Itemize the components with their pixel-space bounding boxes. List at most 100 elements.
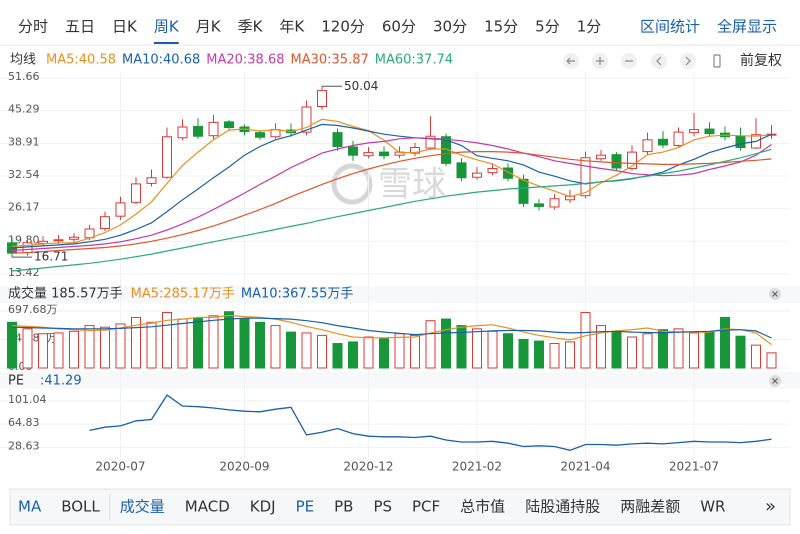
y-tick-label: 697.68万 [8, 303, 58, 316]
candle-body [131, 183, 141, 203]
close-glyph [772, 378, 778, 384]
right-glyph [685, 56, 691, 66]
volume-bar [766, 352, 777, 369]
volume-bar [456, 325, 467, 369]
indicator-tab[interactable]: 总市值 [460, 498, 505, 516]
legend-item: MA10:367.55万手 [241, 287, 354, 302]
volume-bar [224, 311, 234, 369]
volume-bar [580, 312, 591, 369]
legend-item: MA10:40.68 [122, 53, 200, 68]
volume-bar [735, 335, 746, 369]
volume-bar [115, 323, 126, 369]
pe-current: :41.29 [40, 374, 82, 389]
y-tick-label: 26.17 [8, 201, 40, 214]
volume-bar [611, 331, 622, 369]
candle-body [177, 126, 188, 139]
indicator-tab[interactable]: PCF [412, 498, 440, 516]
indicator-tab[interactable]: MACD [185, 498, 230, 516]
indicator-tab[interactable]: WR [700, 498, 725, 516]
x-tick-label: 2021-07 [669, 460, 719, 474]
legend-item: MA20:38.68 [206, 53, 284, 68]
indicator-tab[interactable]: PE [296, 498, 315, 516]
candle-body [193, 125, 203, 137]
period-tab[interactable]: 30分 [433, 18, 467, 36]
volume-bar [503, 333, 513, 369]
action[interactable]: 区间统计 [640, 18, 700, 36]
period-tab[interactable]: 120分 [321, 18, 365, 36]
period-tab[interactable]: 季K [238, 18, 264, 36]
y-tick-label: 32.54 [8, 168, 40, 181]
indicator-tab[interactable]: MA [18, 498, 42, 516]
indicator-tab[interactable]: BOLL [61, 498, 100, 516]
indicator-tab[interactable]: 成交量 [120, 498, 165, 516]
period-tab[interactable]: 月K [196, 18, 222, 36]
indicator-tab[interactable]: KDJ [250, 498, 276, 516]
indicator-tab[interactable]: PB [334, 498, 353, 516]
candle-body [425, 135, 436, 149]
action[interactable]: 全屏显示 [717, 18, 777, 36]
period-tab[interactable]: 15分 [484, 18, 518, 36]
candle-body [146, 177, 157, 184]
candle-icon[interactable] [713, 54, 721, 68]
left-icon[interactable] [651, 53, 667, 69]
x-tick-label: 2021-04 [560, 460, 610, 474]
zoom-in-glyph [596, 57, 604, 65]
candle-body [332, 132, 343, 147]
volume-bar [425, 320, 436, 369]
volume-bar [162, 312, 172, 369]
volume-bar [53, 332, 64, 369]
volume-bar [751, 344, 761, 369]
right-icon[interactable] [680, 53, 696, 69]
volume-bar [565, 341, 575, 369]
candle-body [596, 154, 606, 160]
period-tab[interactable]: 日K [112, 18, 138, 36]
volume-bar [100, 326, 110, 369]
indicator-tab[interactable]: 陆股通持股 [525, 498, 600, 516]
volume-bar [549, 343, 560, 369]
candle-body [224, 121, 234, 129]
volume-bar [286, 331, 296, 369]
candle-body [115, 202, 126, 217]
candle-body [379, 151, 389, 157]
volume-bar [534, 340, 544, 369]
period-tab[interactable]: 1分 [577, 18, 602, 36]
period-tab[interactable]: 分时 [18, 18, 48, 36]
indicator-tab[interactable]: 两融差额 [620, 498, 680, 516]
candle-body [69, 236, 79, 240]
period-tab[interactable]: 年K [279, 18, 305, 36]
indicator-tab[interactable]: PS [373, 498, 392, 516]
candle-body [642, 139, 653, 153]
candle-body [441, 136, 451, 164]
volume-bar [596, 325, 606, 369]
y-tick-label: 45.29 [8, 103, 40, 116]
volume-header-bg [0, 286, 800, 303]
toolbar-icons[interactable] [563, 53, 781, 387]
candle-body [270, 129, 281, 138]
candle-body [317, 90, 327, 107]
more-icon[interactable]: » [765, 496, 776, 517]
period-tab[interactable]: 60分 [382, 18, 416, 36]
left-glyph [656, 56, 662, 66]
pe-title: PE [8, 374, 24, 389]
volume-bar [348, 341, 358, 369]
watermark-logo [331, 163, 373, 205]
y-tick-label: 28.63 [8, 439, 40, 452]
period-tab[interactable]: 周K [154, 18, 180, 36]
volume-bar [704, 331, 715, 369]
volume-bar [487, 330, 498, 369]
period-tab[interactable]: 五日 [65, 18, 95, 36]
indicator-bar [9, 488, 791, 526]
candle-body [472, 172, 482, 178]
y-tick-label: 64.83 [8, 416, 40, 429]
volume-ma-line [11, 314, 772, 346]
candle-body [627, 151, 637, 170]
candle-body [100, 216, 110, 229]
volume-bar [22, 328, 33, 369]
y-tick-label: 101.04 [8, 393, 47, 406]
legend-item: MA5:285.17万手 [131, 287, 235, 302]
volume-bar [720, 316, 730, 369]
candle-body [456, 162, 467, 179]
candle-body [301, 106, 312, 133]
adjust-mode[interactable]: 前复权 [740, 52, 782, 69]
period-tab[interactable]: 5分 [535, 18, 560, 36]
